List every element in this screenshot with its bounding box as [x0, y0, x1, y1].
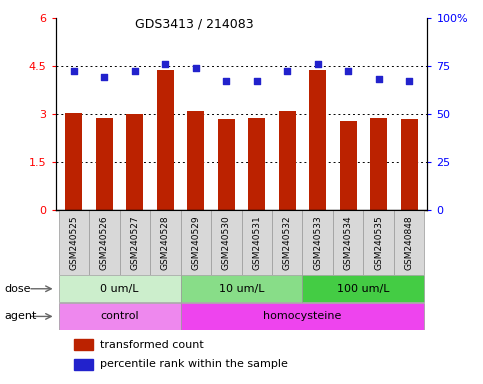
- Text: GSM240534: GSM240534: [344, 215, 353, 270]
- Text: dose: dose: [5, 284, 31, 294]
- Bar: [401, 119, 417, 210]
- Bar: [248, 118, 265, 210]
- Bar: [370, 118, 387, 210]
- Text: GSM240529: GSM240529: [191, 215, 200, 270]
- Bar: [181, 210, 211, 275]
- Text: 100 um/L: 100 um/L: [337, 284, 390, 294]
- Text: GSM240535: GSM240535: [374, 215, 383, 270]
- Text: GSM240525: GSM240525: [70, 215, 78, 270]
- Text: GSM240848: GSM240848: [405, 215, 413, 270]
- Bar: [89, 210, 120, 275]
- Bar: [211, 210, 242, 275]
- Bar: [302, 275, 425, 302]
- Point: [314, 61, 322, 67]
- Text: GSM240527: GSM240527: [130, 215, 139, 270]
- Text: GDS3413 / 214083: GDS3413 / 214083: [135, 17, 254, 30]
- Bar: [96, 118, 113, 210]
- Bar: [150, 210, 181, 275]
- Point: [375, 76, 383, 82]
- Bar: [302, 210, 333, 275]
- Text: GSM240532: GSM240532: [283, 215, 292, 270]
- Bar: [187, 111, 204, 210]
- Bar: [394, 210, 425, 275]
- Text: control: control: [100, 311, 139, 321]
- Bar: [242, 210, 272, 275]
- Text: percentile rank within the sample: percentile rank within the sample: [100, 359, 288, 369]
- Text: GSM240530: GSM240530: [222, 215, 231, 270]
- Bar: [309, 70, 326, 210]
- Bar: [157, 71, 174, 210]
- Bar: [127, 114, 143, 210]
- Point: [222, 78, 230, 84]
- Bar: [218, 119, 235, 210]
- Point: [131, 68, 139, 74]
- Bar: [120, 210, 150, 275]
- Point: [344, 68, 352, 74]
- Text: GSM240528: GSM240528: [161, 215, 170, 270]
- Bar: [58, 303, 181, 330]
- Bar: [363, 210, 394, 275]
- Point: [161, 61, 169, 67]
- Point: [192, 65, 199, 71]
- Text: 10 um/L: 10 um/L: [219, 284, 264, 294]
- Point: [253, 78, 261, 84]
- Text: homocysteine: homocysteine: [263, 311, 341, 321]
- Point: [405, 78, 413, 84]
- Bar: [58, 210, 89, 275]
- Bar: [181, 303, 425, 330]
- Point: [70, 68, 78, 74]
- Text: 0 um/L: 0 um/L: [100, 284, 139, 294]
- Bar: [66, 113, 82, 210]
- Bar: [279, 111, 296, 210]
- Text: GSM240531: GSM240531: [252, 215, 261, 270]
- Bar: [74, 359, 93, 370]
- Bar: [58, 275, 181, 302]
- Text: GSM240533: GSM240533: [313, 215, 322, 270]
- Bar: [272, 210, 302, 275]
- Bar: [340, 121, 356, 210]
- Text: agent: agent: [5, 311, 37, 321]
- Bar: [333, 210, 363, 275]
- Text: transformed count: transformed count: [100, 339, 204, 349]
- Bar: [181, 275, 302, 302]
- Point: [100, 74, 108, 80]
- Text: GSM240526: GSM240526: [100, 215, 109, 270]
- Bar: [74, 339, 93, 350]
- Point: [284, 68, 291, 74]
